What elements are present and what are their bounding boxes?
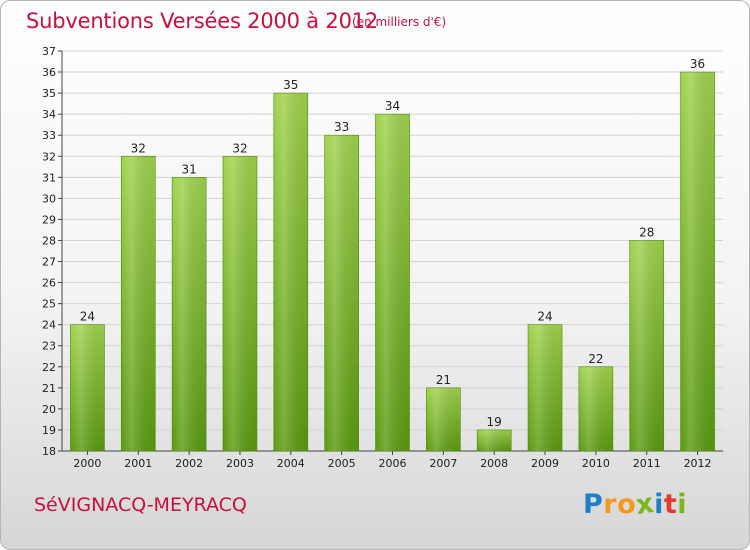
logo-letter: i bbox=[677, 489, 688, 520]
y-tick-label: 25 bbox=[42, 298, 56, 311]
x-tick-label: 2002 bbox=[175, 457, 203, 470]
y-tick-label: 31 bbox=[42, 171, 56, 184]
x-tick-label: 2011 bbox=[633, 457, 661, 470]
bar-shine bbox=[172, 177, 207, 451]
commune-name: SéVIGNACQ-MEYRACQ bbox=[34, 494, 247, 516]
data-label: 32 bbox=[131, 141, 146, 155]
bar-shine bbox=[375, 114, 410, 451]
bar-shine bbox=[324, 135, 359, 452]
y-tick-label: 22 bbox=[42, 361, 56, 374]
y-tick-label: 28 bbox=[42, 234, 56, 247]
bar-shine bbox=[629, 240, 664, 451]
bar-shine bbox=[273, 93, 308, 452]
x-tick-label: 2009 bbox=[531, 457, 559, 470]
x-tick-label: 2003 bbox=[226, 457, 254, 470]
y-tick-label: 32 bbox=[42, 150, 56, 163]
y-tick-label: 21 bbox=[42, 382, 56, 395]
chart-title: Subventions Versées 2000 à 2012 bbox=[26, 9, 379, 33]
x-tick-label: 2000 bbox=[73, 457, 101, 470]
x-tick-label: 2001 bbox=[124, 457, 152, 470]
chart-subtitle: (en milliers d'€) bbox=[352, 15, 447, 29]
data-label: 24 bbox=[537, 310, 552, 324]
y-tick-label: 18 bbox=[42, 445, 56, 458]
data-label: 21 bbox=[436, 373, 451, 387]
x-tick-label: 2008 bbox=[480, 457, 508, 470]
x-tick-label: 2007 bbox=[429, 457, 457, 470]
x-tick-label: 2004 bbox=[277, 457, 305, 470]
bar-shine bbox=[426, 387, 461, 451]
data-label: 24 bbox=[80, 310, 95, 324]
logo-letter: o bbox=[617, 489, 637, 520]
bars bbox=[70, 71, 715, 452]
x-tick-label: 2006 bbox=[379, 457, 407, 470]
bar-shine bbox=[578, 366, 613, 451]
bar-shine bbox=[121, 156, 156, 451]
data-label: 22 bbox=[588, 352, 603, 366]
data-label: 35 bbox=[283, 78, 298, 92]
y-tick-label: 23 bbox=[42, 340, 56, 353]
data-label: 32 bbox=[232, 141, 247, 155]
logo-letter: r bbox=[603, 489, 618, 520]
x-tick-label: 2012 bbox=[684, 457, 712, 470]
bar-shine bbox=[528, 324, 563, 451]
y-tick-label: 34 bbox=[42, 108, 56, 121]
y-tick-label: 20 bbox=[42, 403, 56, 416]
x-tick-label: 2005 bbox=[328, 457, 356, 470]
logo-letter: P bbox=[583, 489, 604, 520]
y-tick-label: 26 bbox=[42, 277, 56, 290]
y-tick-label: 35 bbox=[42, 87, 56, 100]
x-tick-label: 2010 bbox=[582, 457, 610, 470]
y-tick-label: 30 bbox=[42, 192, 56, 205]
data-label: 31 bbox=[181, 162, 196, 176]
y-tick-label: 37 bbox=[42, 45, 56, 58]
data-label: 34 bbox=[385, 99, 400, 113]
y-tick-label: 19 bbox=[42, 424, 56, 437]
logo-letter: t bbox=[663, 489, 678, 520]
data-labels: 24 32 31 32 35 33 34 21 19 24 22 28 36 bbox=[80, 57, 705, 429]
data-label: 36 bbox=[690, 57, 705, 71]
logo-letter: x bbox=[634, 487, 657, 522]
bar-shine bbox=[680, 72, 715, 451]
bar-shine bbox=[70, 324, 105, 451]
data-label: 33 bbox=[334, 120, 349, 134]
data-label: 28 bbox=[639, 225, 654, 239]
y-tick-label: 36 bbox=[42, 66, 56, 79]
logo-letter: i bbox=[654, 489, 664, 520]
y-tick-label: 24 bbox=[42, 319, 56, 332]
bar-shine bbox=[222, 156, 257, 451]
bar-shine bbox=[477, 429, 512, 451]
y-tick-label: 29 bbox=[42, 213, 56, 226]
y-tick-label: 33 bbox=[42, 129, 56, 142]
proxiti-logo[interactable]: Proxiti bbox=[583, 487, 688, 522]
y-tick-label: 27 bbox=[42, 256, 56, 269]
data-label: 19 bbox=[487, 415, 502, 429]
